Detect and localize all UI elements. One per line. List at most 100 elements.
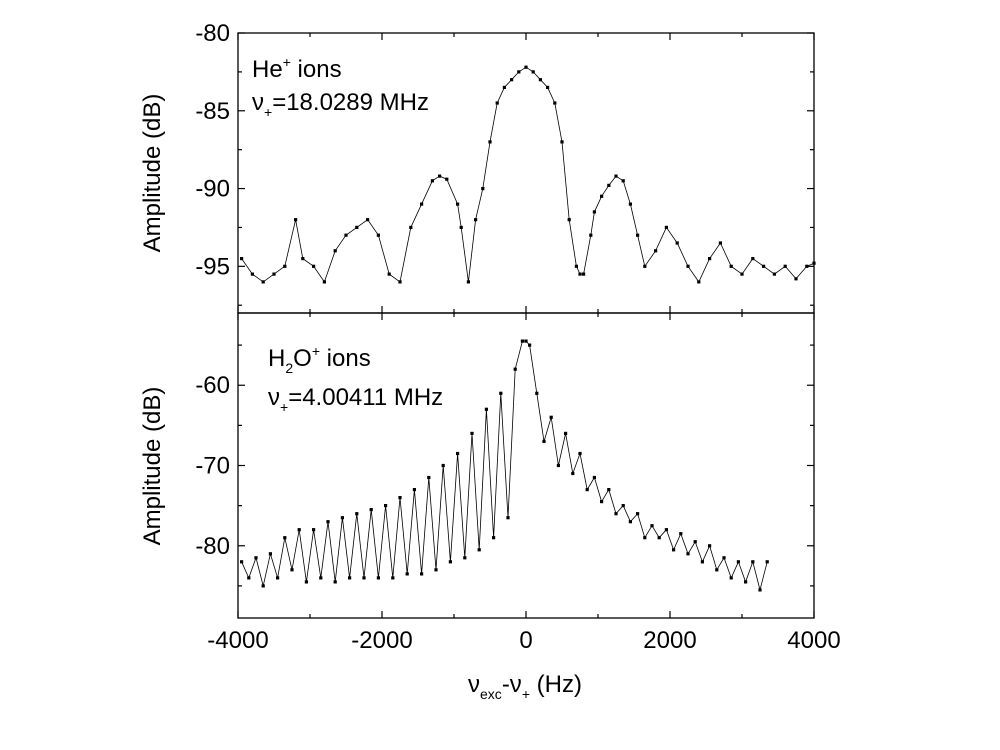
top-data-point (708, 257, 712, 261)
bottom-data-point (441, 463, 445, 468)
top-data-point (474, 218, 478, 222)
top-data-point (459, 225, 463, 229)
x-tick-label: 0 (519, 627, 532, 654)
bottom-data-point (412, 488, 416, 492)
bottom-data-point (405, 572, 409, 576)
top-data-point (488, 140, 492, 144)
top-data-point (344, 233, 348, 237)
top-data-point (589, 233, 593, 237)
bottom-data-point (528, 343, 532, 347)
top-data-point (376, 233, 380, 237)
bottom-annotation-line1: H2O+ ions (268, 343, 371, 376)
x-tick-label: -2000 (351, 627, 412, 654)
top-data-point (420, 202, 424, 206)
bottom-data-point (556, 463, 560, 468)
bottom-data-point (736, 560, 740, 564)
top-data-point (600, 194, 604, 198)
top-data-point (517, 70, 521, 74)
bottom-data-point (283, 536, 287, 540)
bottom-data-point (679, 532, 683, 536)
top-data-point (466, 280, 470, 284)
top-data-point (445, 177, 449, 181)
bottom-data-point (621, 504, 625, 508)
bottom-data-point (254, 556, 258, 560)
top-data-point (621, 179, 625, 183)
top-y-tick-label: -95 (195, 253, 230, 280)
bottom-y-tick-label: -70 (195, 453, 230, 480)
top-data-point (531, 70, 535, 74)
x-tick-label: -4000 (207, 627, 268, 654)
bottom-data-point (758, 588, 762, 592)
top-data-point (592, 210, 596, 214)
bottom-data-point (592, 475, 596, 480)
bottom-data-point (240, 560, 244, 564)
bottom-data-point (398, 496, 402, 500)
bottom-data-point (355, 512, 359, 516)
top-data-point (524, 65, 528, 69)
top-y-tick-label: -90 (195, 176, 230, 203)
top-data-point (261, 280, 265, 284)
bottom-data-point (520, 339, 524, 343)
bottom-data-point (708, 544, 712, 548)
bottom-data-point (751, 560, 755, 564)
bottom-data-point (348, 576, 352, 580)
bottom-data-point (434, 568, 438, 572)
bottom-data-point (369, 508, 373, 512)
bottom-data-point (362, 576, 366, 580)
bottom-annotation-line2: ν+=4.00411 MHz (268, 384, 443, 415)
top-data-point (510, 78, 514, 82)
bottom-data-point (729, 576, 733, 580)
bottom-data-point (290, 568, 294, 572)
bottom-data-point (340, 516, 344, 520)
top-data-point (553, 101, 557, 105)
top-data-point (495, 101, 499, 105)
bottom-panel: -60 -70 -80 -4000 -2000 0 2000 4000 Amplitude … (139, 312, 841, 702)
top-data-point (751, 257, 755, 261)
top-data-point (294, 218, 298, 222)
bottom-data-point (715, 568, 719, 572)
x-axis-label: νexc-ν+ (Hz) (468, 671, 582, 702)
top-y-tick-labels: -80 -85 -90 -95 (195, 20, 230, 280)
top-data-point (718, 241, 722, 245)
bottom-data-point (247, 576, 251, 580)
top-data-point (240, 257, 244, 261)
bottom-data-point (492, 536, 496, 540)
bottom-annotation: H2O+ ions ν+=4.00411 MHz (268, 343, 443, 415)
top-y-tick-label: -85 (195, 98, 230, 125)
bottom-y-tick-labels: -60 -70 -80 (195, 372, 230, 560)
bottom-y-axis-label: Amplitude (dB) (139, 387, 166, 546)
top-data-point (578, 272, 582, 276)
bottom-data-point (564, 431, 568, 435)
bottom-data-point (636, 512, 640, 516)
top-data-point (614, 174, 618, 178)
bottom-data-point (391, 576, 395, 580)
top-annotation-line1: He+ ions (252, 54, 342, 83)
top-data-point (812, 261, 816, 265)
top-data-point (574, 264, 578, 268)
bottom-data-point (628, 520, 632, 524)
top-data-point (582, 272, 586, 276)
bottom-data-point (571, 471, 575, 476)
bottom-data-point (312, 528, 316, 532)
top-data-point (654, 249, 658, 253)
bottom-y-tick-label: -60 (195, 372, 230, 399)
top-data-point (456, 202, 460, 206)
top-data-point (546, 85, 550, 89)
top-data-point (481, 187, 485, 191)
bottom-data-point (477, 548, 481, 552)
bottom-data-point (535, 391, 539, 395)
bottom-data-point (643, 536, 647, 540)
top-data-point (560, 140, 564, 144)
top-y-tick-label: -80 (195, 20, 230, 47)
bottom-data-point (542, 439, 546, 443)
bottom-ticks (237, 313, 815, 618)
bottom-data-point (499, 391, 503, 395)
top-data-point (794, 277, 798, 281)
top-data-point (398, 280, 402, 284)
top-data-point (355, 225, 359, 229)
bottom-data-point (607, 488, 611, 492)
bottom-data-point (326, 520, 330, 524)
top-data-point (607, 183, 611, 187)
bottom-data-point (376, 576, 380, 580)
bottom-data-point (456, 451, 460, 456)
